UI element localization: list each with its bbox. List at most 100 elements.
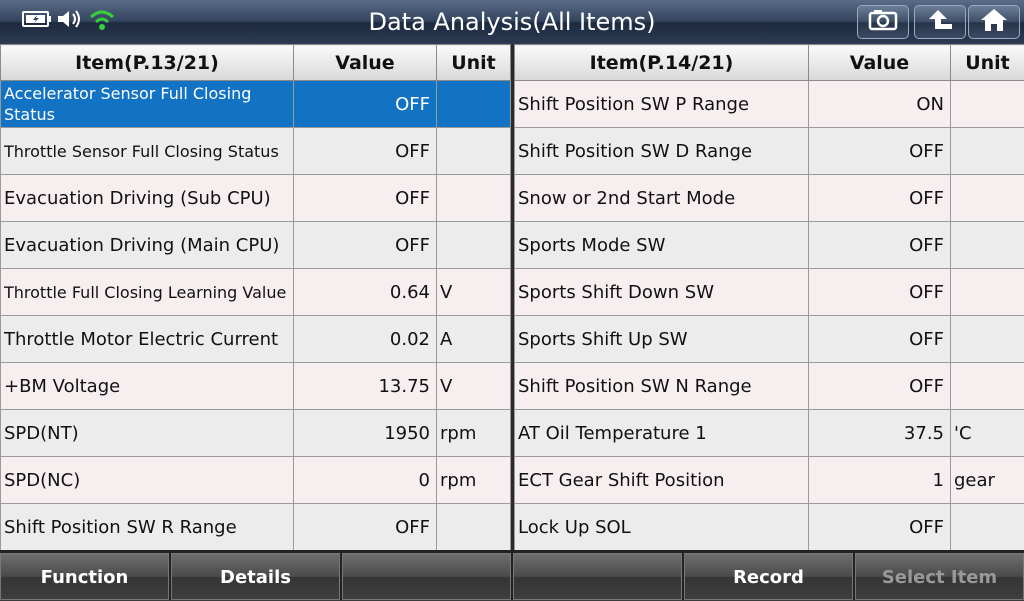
item-cell: SPD(NC) (1, 457, 294, 504)
unit-cell (951, 269, 1024, 316)
home-button[interactable] (968, 5, 1020, 39)
back-button[interactable] (914, 5, 966, 39)
item-column-header[interactable]: Item(P.14/21) (515, 45, 809, 81)
value-cell: OFF (294, 81, 437, 128)
item-cell: Shift Position SW R Range (1, 504, 294, 551)
unit-cell: rpm (437, 410, 511, 457)
empty-button-3[interactable] (342, 553, 511, 600)
item-cell: Shift Position SW P Range (515, 81, 809, 128)
value-cell: 1950 (294, 410, 437, 457)
top-bar: Data Analysis(All Items) (0, 0, 1024, 44)
unit-cell (437, 81, 511, 128)
item-cell: Shift Position SW D Range (515, 128, 809, 175)
item-cell: Sports Shift Up SW (515, 316, 809, 363)
item-column-header[interactable]: Item(P.13/21) (1, 45, 294, 81)
table-row[interactable]: Lock Up SOL OFF (515, 504, 1024, 551)
unit-cell: V (437, 363, 511, 410)
unit-cell: rpm (437, 457, 511, 504)
value-cell: OFF (809, 175, 951, 222)
unit-cell: A (437, 316, 511, 363)
table-row[interactable]: Sports Shift Down SW OFF (515, 269, 1024, 316)
item-cell: Evacuation Driving (Sub CPU) (1, 175, 294, 222)
item-cell: Accelerator Sensor Full Closing Status (1, 81, 294, 128)
value-cell: OFF (294, 128, 437, 175)
unit-column-header[interactable]: Unit (437, 45, 511, 81)
table-row[interactable]: Shift Position SW P Range ON (515, 81, 1024, 128)
table-row[interactable]: Evacuation Driving (Sub CPU) OFF (1, 175, 511, 222)
unit-cell: 'C (951, 410, 1024, 457)
value-column-header[interactable]: Value (809, 45, 951, 81)
table-row[interactable]: AT Oil Temperature 1 37.5 'C (515, 410, 1024, 457)
item-cell: Sports Shift Down SW (515, 269, 809, 316)
table-row[interactable]: SPD(NC) 0 rpm (1, 457, 511, 504)
value-cell: 0.64 (294, 269, 437, 316)
record-button[interactable]: Record (684, 553, 853, 600)
table-row[interactable]: Shift Position SW D Range OFF (515, 128, 1024, 175)
select-item-button[interactable]: Select Item (855, 553, 1024, 600)
value-cell: OFF (809, 363, 951, 410)
item-cell: Sports Mode SW (515, 222, 809, 269)
table-row[interactable]: +BM Voltage 13.75 V (1, 363, 511, 410)
item-cell: +BM Voltage (1, 363, 294, 410)
table-row[interactable]: Sports Mode SW OFF (515, 222, 1024, 269)
empty-button-4[interactable] (513, 553, 682, 600)
details-button[interactable]: Details (171, 553, 340, 600)
camera-icon (867, 8, 899, 36)
item-cell: Throttle Motor Electric Current (1, 316, 294, 363)
data-tables: Item(P.13/21) Value Unit Accelerator Sen… (0, 44, 1024, 550)
value-cell: OFF (294, 222, 437, 269)
right-data-table: Item(P.14/21) Value Unit Shift Position … (514, 44, 1024, 551)
item-cell: ECT Gear Shift Position (515, 457, 809, 504)
table-row[interactable]: Shift Position SW R Range OFF (1, 504, 511, 551)
unit-cell (437, 504, 511, 551)
item-cell: Snow or 2nd Start Mode (515, 175, 809, 222)
item-cell: SPD(NT) (1, 410, 294, 457)
table-row[interactable]: Sports Shift Up SW OFF (515, 316, 1024, 363)
unit-cell: V (437, 269, 511, 316)
left-data-table: Item(P.13/21) Value Unit Accelerator Sen… (0, 44, 511, 551)
item-cell: Throttle Sensor Full Closing Status (1, 128, 294, 175)
item-cell: AT Oil Temperature 1 (515, 410, 809, 457)
table-row[interactable]: Evacuation Driving (Main CPU) OFF (1, 222, 511, 269)
value-cell: 0.02 (294, 316, 437, 363)
table-row[interactable]: Shift Position SW N Range OFF (515, 363, 1024, 410)
unit-cell (437, 222, 511, 269)
unit-cell (951, 128, 1024, 175)
table-row[interactable]: SPD(NT) 1950 rpm (1, 410, 511, 457)
value-cell: 13.75 (294, 363, 437, 410)
item-cell: Evacuation Driving (Main CPU) (1, 222, 294, 269)
table-row[interactable]: ECT Gear Shift Position 1 gear (515, 457, 1024, 504)
value-cell: ON (809, 81, 951, 128)
value-cell: OFF (809, 504, 951, 551)
value-cell: OFF (809, 316, 951, 363)
value-cell: OFF (809, 222, 951, 269)
table-row[interactable]: Throttle Sensor Full Closing Status OFF (1, 128, 511, 175)
unit-cell (951, 316, 1024, 363)
item-cell: Shift Position SW N Range (515, 363, 809, 410)
value-cell: 1 (809, 457, 951, 504)
unit-cell: gear (951, 457, 1024, 504)
bottom-toolbar: Function Details Record Select Item (0, 550, 1024, 600)
unit-cell (951, 222, 1024, 269)
home-icon (979, 7, 1009, 37)
value-column-header[interactable]: Value (294, 45, 437, 81)
table-row[interactable]: Snow or 2nd Start Mode OFF (515, 175, 1024, 222)
table-row[interactable]: Throttle Motor Electric Current 0.02 A (1, 316, 511, 363)
unit-cell (951, 175, 1024, 222)
camera-button[interactable] (857, 5, 909, 39)
table-row[interactable]: Accelerator Sensor Full Closing Status O… (1, 81, 511, 128)
value-cell: 0 (294, 457, 437, 504)
table-row[interactable]: Throttle Full Closing Learning Value 0.6… (1, 269, 511, 316)
value-cell: OFF (809, 269, 951, 316)
unit-cell (437, 128, 511, 175)
function-button[interactable]: Function (0, 553, 169, 600)
unit-cell (437, 175, 511, 222)
unit-column-header[interactable]: Unit (951, 45, 1024, 81)
unit-cell (951, 504, 1024, 551)
item-cell: Throttle Full Closing Learning Value (1, 269, 294, 316)
value-cell: OFF (294, 504, 437, 551)
back-icon (925, 7, 955, 37)
unit-cell (951, 363, 1024, 410)
value-cell: 37.5 (809, 410, 951, 457)
item-cell: Lock Up SOL (515, 504, 809, 551)
